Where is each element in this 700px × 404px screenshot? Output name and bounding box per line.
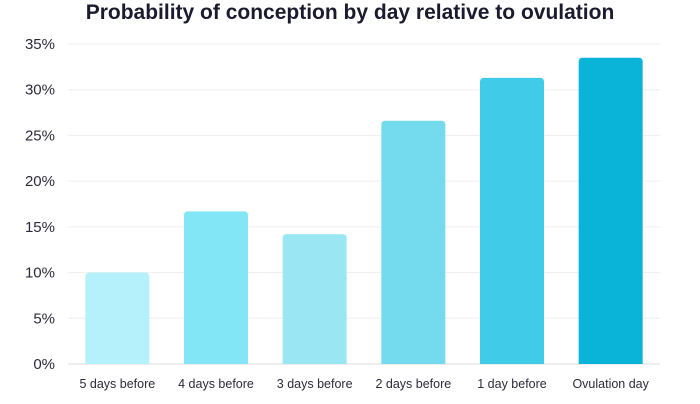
y-tick-label: 15% xyxy=(25,219,55,236)
bar-3-days-before xyxy=(282,234,347,364)
y-tick-label: 20% xyxy=(25,173,55,190)
y-tick-label: 10% xyxy=(25,265,55,282)
bar-5-days-before xyxy=(85,272,150,364)
y-tick-label: 5% xyxy=(33,310,55,327)
x-tick-label: 2 days before xyxy=(375,377,451,391)
bar-ovulation-day xyxy=(578,57,643,364)
x-tick-label: 4 days before xyxy=(178,377,254,391)
bar-1-day-before xyxy=(480,77,544,364)
y-tick-label: 0% xyxy=(33,356,55,373)
bar-2-days-before xyxy=(381,120,446,364)
x-tick-label: 5 days before xyxy=(79,377,155,391)
y-tick-label: 35% xyxy=(25,36,55,53)
x-tick-label: 3 days before xyxy=(277,377,353,391)
bar-4-days-before xyxy=(184,211,248,364)
y-axis-tick-labels: 0% 5% 10% 15% 20% 25% 30% 35% xyxy=(25,36,55,373)
y-tick-label: 25% xyxy=(25,127,55,144)
x-axis-tick-labels: 5 days before 4 days before 3 days before 2… xyxy=(79,377,649,391)
chart-title: Probability of conception by day relativ… xyxy=(86,1,615,24)
bars xyxy=(85,57,643,364)
x-tick-label: 1 day before xyxy=(477,377,547,391)
grid-lines xyxy=(68,43,660,365)
y-tick-label: 30% xyxy=(25,82,55,99)
x-tick-label: Ovulation day xyxy=(572,377,649,391)
